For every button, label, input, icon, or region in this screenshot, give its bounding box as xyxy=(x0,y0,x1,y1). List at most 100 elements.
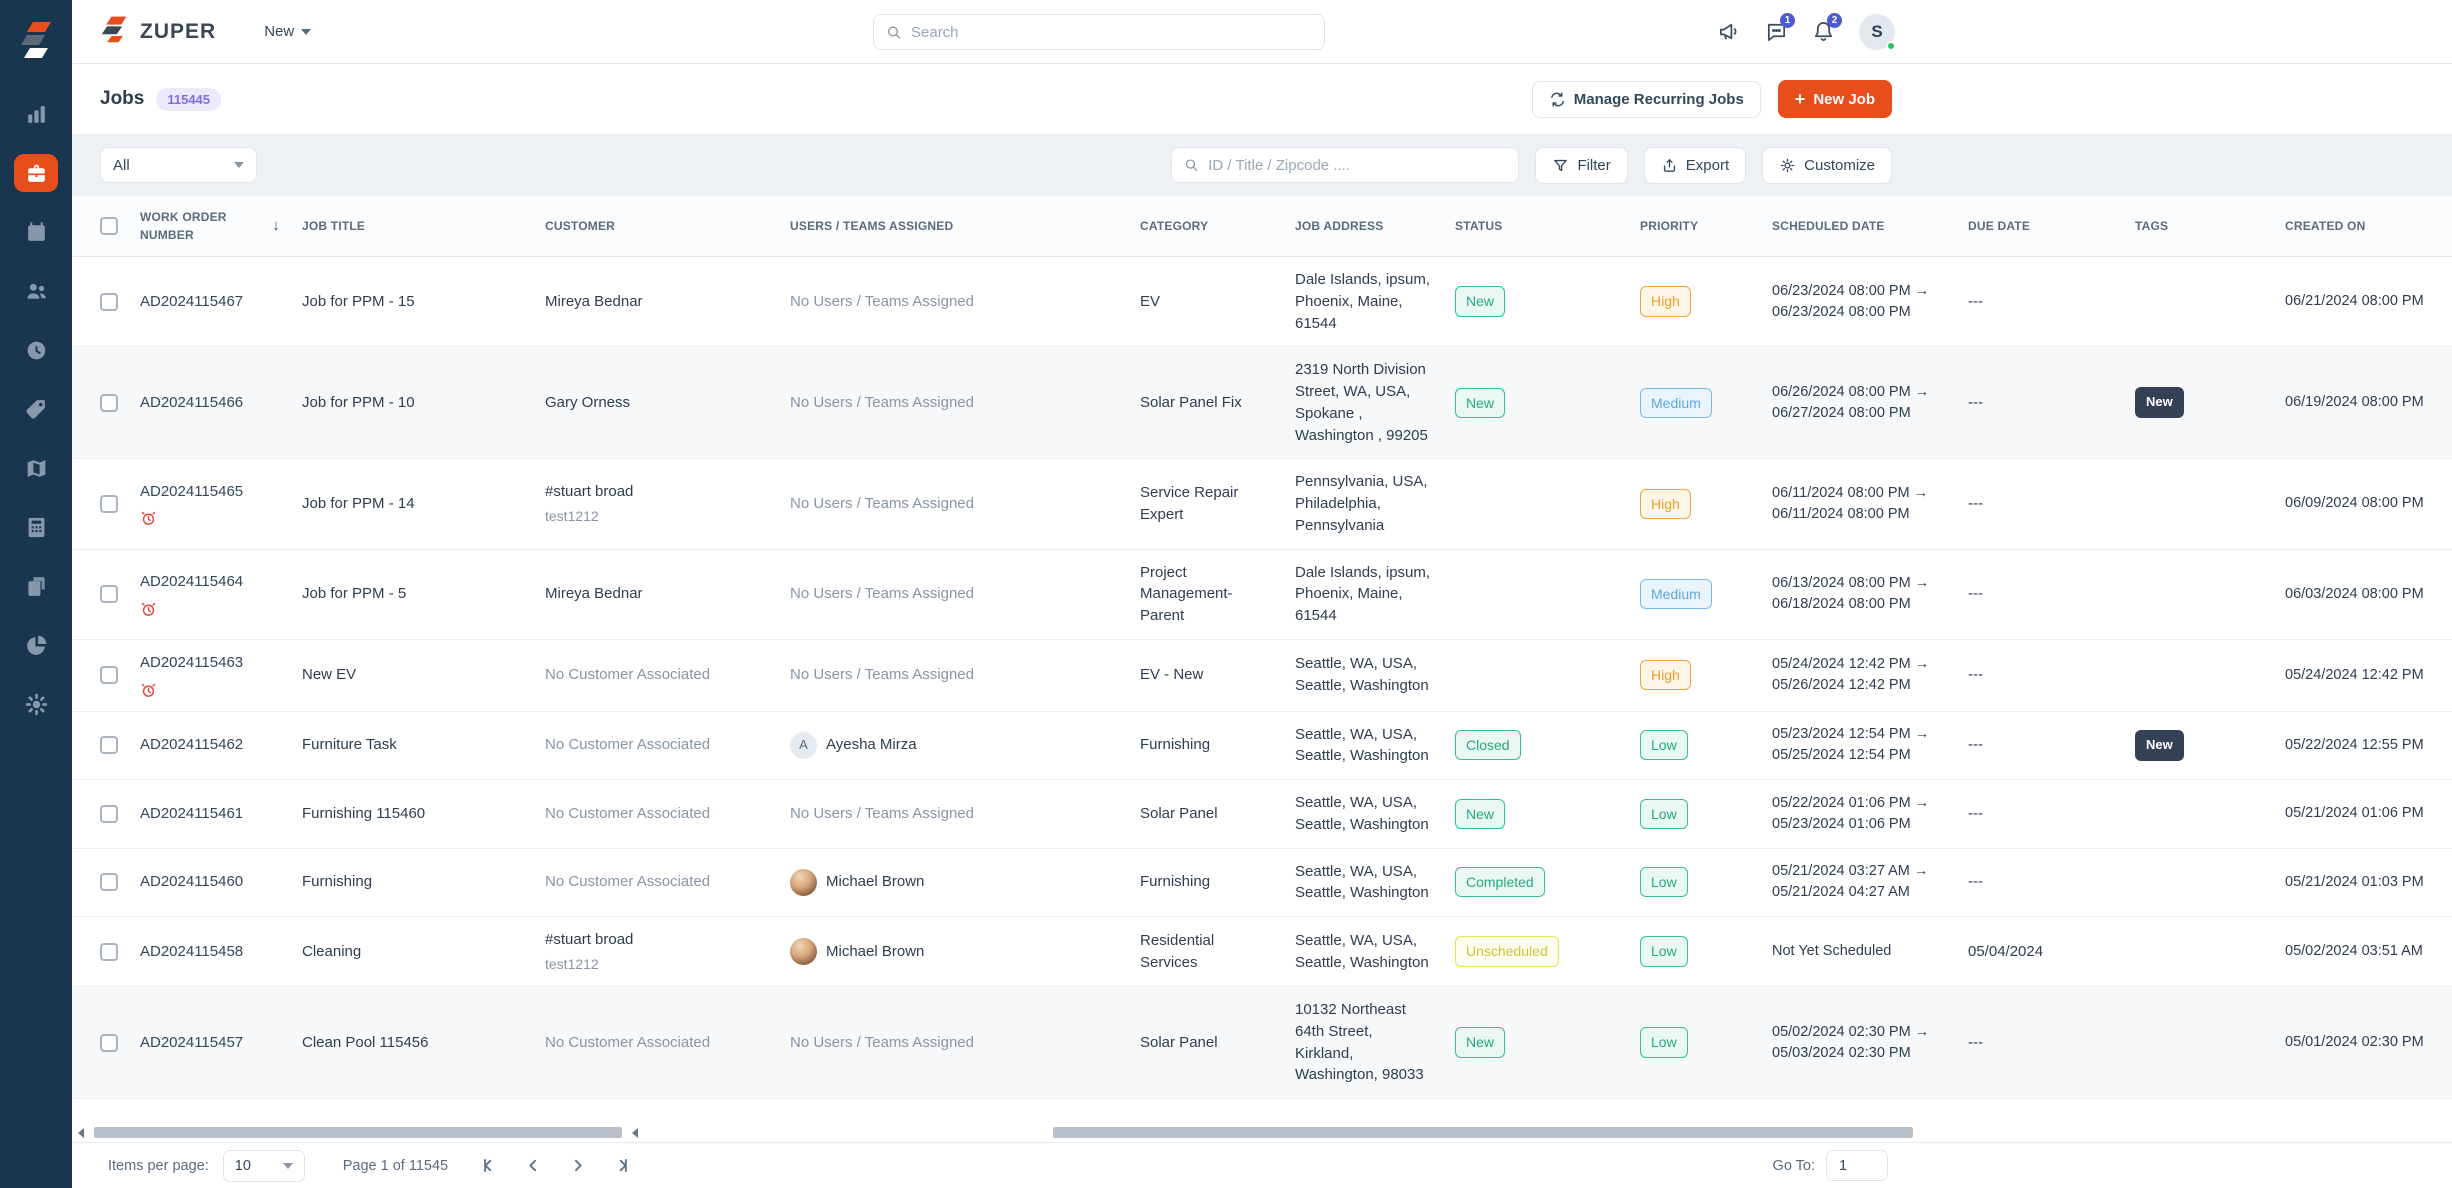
first-page-button[interactable] xyxy=(474,1151,504,1181)
view-filter-select[interactable]: All xyxy=(100,147,257,183)
page-title: Jobs xyxy=(100,88,145,109)
table-row[interactable]: AD2024115463 New EV No Customer Associated… xyxy=(72,639,2452,712)
first-page-icon xyxy=(483,1159,491,1172)
manage-recurring-jobs-button[interactable]: Manage Recurring Jobs xyxy=(1531,80,1761,118)
table-search[interactable] xyxy=(1171,147,1520,183)
column-header-work-order-number[interactable]: WORK ORDER NUMBER ↓ xyxy=(140,210,280,242)
new-menu[interactable]: New xyxy=(264,23,312,40)
table-row[interactable]: AD2024115458 Cleaning #stuart broad test121… xyxy=(72,917,2452,988)
table-row[interactable]: AD2024115457 Clean Pool 115456 No Customer… xyxy=(72,987,2452,1100)
row-checkbox[interactable] xyxy=(100,736,118,755)
job-title: Clean Pool 115456 xyxy=(302,1033,429,1051)
due-date: --- xyxy=(1968,393,1983,411)
announcements-button[interactable] xyxy=(1718,20,1741,43)
scrollbar-thumb-right[interactable] xyxy=(1053,1127,1913,1138)
column-header-job-title[interactable]: JOB TITLE xyxy=(302,219,366,233)
job-category: EV xyxy=(1140,292,1161,310)
job-category: Solar Panel xyxy=(1140,804,1218,822)
sidebar-item-invoices[interactable] xyxy=(14,508,58,546)
scheduled-date: 05/26/2024 12:42 PM xyxy=(1772,677,1911,694)
horizontal-scrollbar[interactable] xyxy=(72,1124,2452,1142)
new-job-button[interactable]: + New Job xyxy=(1777,80,1892,118)
sidebar-item-dashboard[interactable] xyxy=(14,95,58,133)
column-header-tags[interactable]: TAGS xyxy=(2135,219,2169,233)
export-button[interactable]: Export xyxy=(1643,146,1747,184)
sidebar-item-tags[interactable] xyxy=(14,390,58,428)
dashboard-icon xyxy=(27,105,45,123)
teams-icon xyxy=(26,283,46,299)
messages-button[interactable]: 1 xyxy=(1765,13,1795,43)
row-checkbox[interactable] xyxy=(100,666,118,685)
customer-name: No Customer Associated xyxy=(545,1033,711,1051)
row-checkbox[interactable] xyxy=(100,494,118,513)
row-checkbox[interactable] xyxy=(100,585,118,604)
column-header-category[interactable]: CATEGORY xyxy=(1140,219,1209,233)
table-row[interactable]: AD2024115461 Furnishing 115460 No Customer… xyxy=(72,780,2452,849)
table-row[interactable]: AD2024115467 Job for PPM - 15 Mireya Bedna… xyxy=(72,257,2452,348)
table-row[interactable]: AD2024115466 Job for PPM - 10 Gary Orness N… xyxy=(72,347,2452,460)
goto-page-input[interactable] xyxy=(1826,1150,1888,1181)
column-header-scheduled-date[interactable]: SCHEDULED DATE xyxy=(1772,219,1885,233)
scheduled-date: 05/21/2024 03:27 AM → xyxy=(1772,863,1929,880)
table-row[interactable]: AD2024115465 Job for PPM - 14 #stuart broa… xyxy=(72,459,2452,550)
last-page-button[interactable] xyxy=(606,1151,636,1181)
scroll-left-arrow-icon[interactable] xyxy=(632,1128,638,1138)
global-search-input[interactable] xyxy=(911,23,1312,41)
column-header-created-on[interactable]: CREATED ON xyxy=(2285,219,2366,233)
column-header-status[interactable]: STATUS xyxy=(1455,219,1503,233)
user-avatar[interactable]: S xyxy=(1859,13,1896,51)
funnel-icon xyxy=(1554,159,1568,171)
sort-descending-icon[interactable]: ↓ xyxy=(272,216,280,234)
table-search-input[interactable] xyxy=(1208,156,1507,174)
scroll-left-arrow-icon[interactable] xyxy=(78,1128,84,1138)
customer-name: #stuart broad xyxy=(545,483,634,501)
row-checkbox[interactable] xyxy=(100,292,118,311)
sidebar-item-timesheets[interactable] xyxy=(14,331,58,369)
column-header-due-date[interactable]: DUE DATE xyxy=(1968,219,2031,233)
customer-name: #stuart broad xyxy=(545,931,634,948)
row-checkbox[interactable] xyxy=(100,873,118,892)
row-checkbox[interactable] xyxy=(100,393,118,412)
job-address: Seattle, WA, USA, Seattle, Washington xyxy=(1295,725,1429,765)
row-checkbox[interactable] xyxy=(100,1033,118,1052)
notifications-button[interactable]: 2 xyxy=(1812,13,1842,43)
table-row[interactable]: AD2024115460 Furnishing No Customer Associ… xyxy=(72,848,2452,917)
column-header-customer[interactable]: CUSTOMER xyxy=(545,219,616,233)
priority-badge: Low xyxy=(1640,867,1688,898)
previous-page-button[interactable] xyxy=(518,1151,548,1181)
assignee-name: Ayesha Mirza xyxy=(826,736,917,754)
job-title: Job for PPM - 14 xyxy=(302,495,415,512)
jobs-icon xyxy=(27,164,45,182)
sidebar-item-jobs[interactable] xyxy=(14,154,58,192)
sidebar-item-reports[interactable] xyxy=(14,626,58,664)
next-page-button[interactable] xyxy=(562,1151,592,1181)
sidebar-item-documents[interactable] xyxy=(14,567,58,605)
created-on-date: 06/19/2024 08:00 PM xyxy=(2285,394,2424,411)
column-header-job-address[interactable]: JOB ADDRESS xyxy=(1295,219,1384,233)
row-checkbox[interactable] xyxy=(100,804,118,823)
sidebar-item-map[interactable] xyxy=(14,449,58,487)
scheduled-date: 06/23/2024 08:00 PM xyxy=(1772,303,1911,320)
table-row[interactable]: AD2024115464 Job for PPM - 5 Mireya Bednar… xyxy=(72,549,2452,640)
global-search[interactable] xyxy=(873,14,1325,50)
chevron-left-icon xyxy=(528,1159,536,1172)
sidebar-item-teams[interactable] xyxy=(14,272,58,310)
select-all-checkbox[interactable] xyxy=(100,217,118,235)
items-per-page-select[interactable]: 10 xyxy=(222,1149,305,1182)
zuper-wordmark-icon xyxy=(100,14,130,49)
filter-button[interactable]: Filter xyxy=(1535,146,1628,184)
job-address: Seattle, WA, USA, Seattle, Washington xyxy=(1295,931,1429,971)
assignee-avatar xyxy=(790,868,817,896)
scrollbar-thumb-left[interactable] xyxy=(94,1127,622,1138)
column-header-users-teams-assigned[interactable]: USERS / TEAMS ASSIGNED xyxy=(790,219,954,233)
customer-name: No Customer Associated xyxy=(545,666,711,684)
work-order-number: AD2024115462 xyxy=(140,736,244,754)
customer-name: Mireya Bednar xyxy=(545,292,643,310)
row-checkbox[interactable] xyxy=(100,942,118,961)
sidebar-item-settings[interactable] xyxy=(14,685,58,723)
column-header-priority[interactable]: PRIORITY xyxy=(1640,219,1699,233)
zuper-logo-mark[interactable] xyxy=(17,20,55,69)
table-row[interactable]: AD2024115462 Furniture Task No Customer As… xyxy=(72,711,2452,780)
customize-button[interactable]: Customize xyxy=(1762,146,1892,184)
sidebar-item-dispatch-board[interactable] xyxy=(14,213,58,251)
